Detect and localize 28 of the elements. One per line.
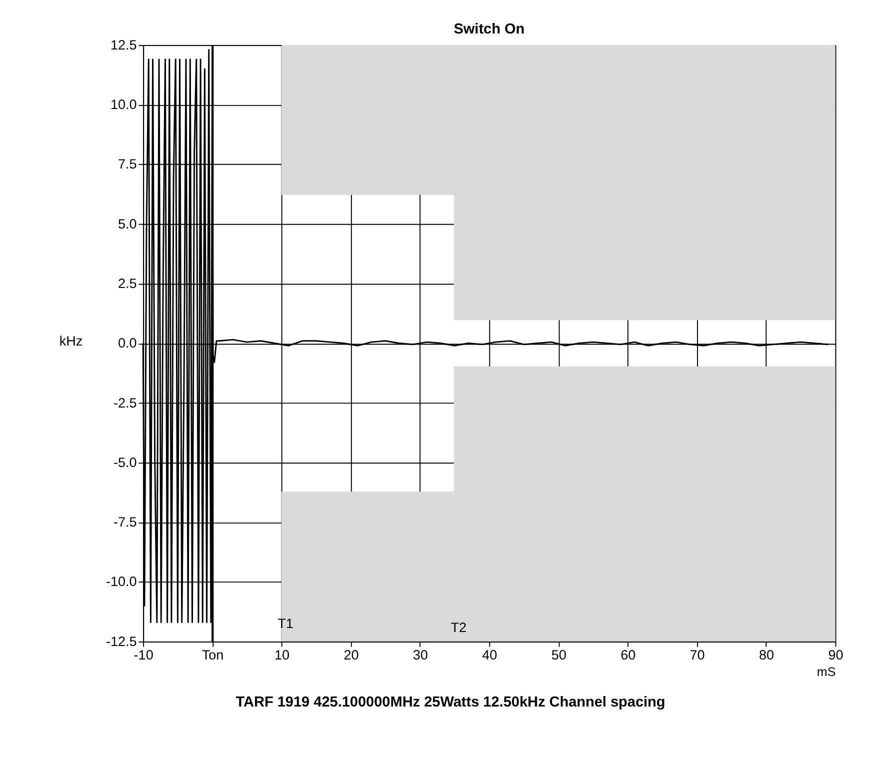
x-tick-label: Ton: [202, 647, 224, 662]
y-tick-label: -7.5: [113, 514, 137, 530]
y-tick-label: -2.5: [113, 395, 137, 410]
x-tick-label: 90: [828, 647, 844, 662]
y-tick-label: -5.0: [113, 454, 137, 470]
x-tick-label: 30: [412, 647, 428, 662]
y-tick-label: -12.5: [106, 634, 137, 649]
x-axis-title: mS: [816, 664, 836, 679]
text: TARF 1919 425.100000MHz 25Watts 12.50kHz Channel spacing: [236, 694, 666, 710]
x-tick-label: 40: [482, 647, 498, 662]
x-tick-label: 60: [620, 647, 636, 662]
y-tick-label: 10.0: [110, 97, 137, 112]
y-tick-label: 0.0: [118, 336, 137, 351]
chart-title: Switch On: [454, 21, 525, 38]
x-tick-label: 20: [344, 647, 359, 662]
y-tick-label: 7.5: [118, 156, 137, 172]
y-axis-title: kHz: [59, 334, 83, 349]
y-tick-label: -10.0: [106, 574, 137, 590]
y-tick-label: 5.0: [118, 216, 137, 232]
x-tick-label: 70: [690, 647, 705, 662]
annotation: T2: [450, 620, 466, 635]
x-tick-label: 80: [759, 647, 774, 662]
x-tick-label: 10: [274, 647, 290, 662]
annotation: T1: [278, 616, 294, 631]
y-tick-label: 2.5: [118, 276, 137, 291]
x-tick-label: 50: [551, 647, 566, 662]
x-tick-label: -10: [134, 647, 154, 662]
y-tick-label: 12.5: [110, 37, 137, 52]
